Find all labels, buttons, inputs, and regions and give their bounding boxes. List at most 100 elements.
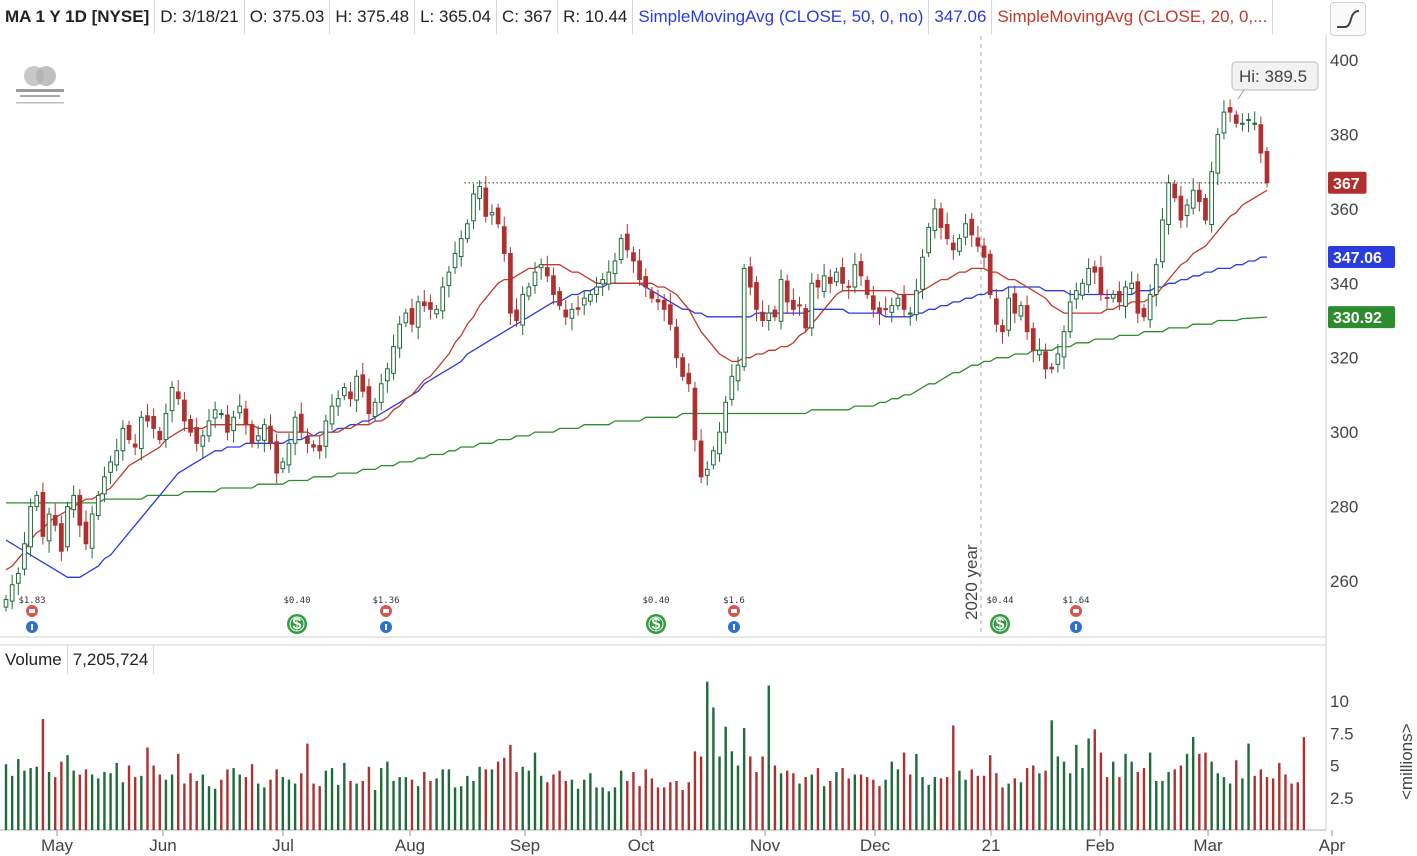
candle <box>1067 289 1073 338</box>
dividend-icon[interactable]: $ <box>990 614 1010 634</box>
volume-bar <box>195 780 198 830</box>
candle <box>3 595 9 612</box>
range-readout: R: 10.44 <box>558 0 634 34</box>
volume-bar <box>1013 778 1016 830</box>
event-marker[interactable]: $1.36 <box>372 596 400 633</box>
dividend-icon[interactable]: $ <box>287 614 307 634</box>
event-marker[interactable]: $0.40 $ <box>283 596 311 634</box>
candle <box>9 574 15 610</box>
volume-bar <box>466 775 469 830</box>
volume-bar <box>1302 737 1306 830</box>
candle <box>544 255 550 283</box>
candle <box>914 278 919 321</box>
volume-bar <box>773 765 777 830</box>
candle <box>366 378 372 424</box>
volume-bar <box>109 773 112 830</box>
volume-bar <box>373 790 377 830</box>
volume-value: 7,205,724 <box>68 646 155 674</box>
candle <box>212 401 218 429</box>
event-marker[interactable]: $1.6 <box>723 596 745 633</box>
candle <box>1037 338 1042 362</box>
volume-bar <box>478 766 481 830</box>
candle <box>889 297 895 323</box>
volume-bar <box>656 787 660 830</box>
price-tick-label: 360 <box>1330 200 1358 219</box>
open-readout: O: 375.03 <box>245 0 331 34</box>
volume-bar <box>250 764 254 830</box>
volume-bar <box>238 774 241 830</box>
candle <box>268 414 273 450</box>
candle <box>323 414 329 459</box>
high-callout: Hi: 389.5 <box>1231 61 1319 100</box>
earnings-icon[interactable] <box>26 605 38 617</box>
symbol-label[interactable]: MA 1 Y 1D [NYSE] <box>0 0 156 34</box>
volume-bar <box>1161 780 1164 830</box>
candle <box>305 428 310 454</box>
earnings-icon[interactable] <box>380 605 392 617</box>
candle <box>606 260 612 291</box>
volume-bar <box>170 774 174 830</box>
info-icon[interactable] <box>1070 621 1082 633</box>
volume-bar <box>1118 777 1121 830</box>
candle <box>145 403 150 428</box>
volume-bar <box>318 786 321 830</box>
earnings-icon[interactable] <box>728 605 740 617</box>
chart-style-button[interactable] <box>1330 2 1366 36</box>
volume-bar <box>1198 753 1201 830</box>
candle <box>594 276 599 303</box>
candle <box>274 433 279 484</box>
info-icon[interactable] <box>380 621 392 633</box>
candle <box>1049 362 1055 374</box>
volume-bar <box>859 774 863 830</box>
volume-bar <box>380 768 383 830</box>
volume-label[interactable]: Volume <box>0 646 68 674</box>
info-icon[interactable] <box>26 621 38 633</box>
candle <box>778 269 784 330</box>
candle <box>901 285 907 318</box>
event-marker[interactable]: $0.44 $ <box>986 596 1014 634</box>
volume-bar <box>675 780 678 830</box>
sma200-badge: 330.92 <box>1328 306 1395 329</box>
volume-bar <box>410 779 414 830</box>
volume-bar <box>207 786 211 830</box>
volume-bar <box>84 769 88 830</box>
month-label: Jul <box>272 836 294 855</box>
price-tick-label: 380 <box>1330 125 1358 144</box>
candle <box>520 286 526 336</box>
volume-bar <box>1278 762 1281 830</box>
volume-bar <box>607 791 611 830</box>
candle <box>631 246 636 273</box>
volume-bar <box>496 761 500 830</box>
candle <box>649 287 655 303</box>
sma50-study-label[interactable]: SimpleMovingAvg (CLOSE, 50, 0, no) <box>633 0 930 34</box>
volume-bar <box>293 783 297 830</box>
event-marker[interactable]: $0.40 $ <box>642 596 670 634</box>
candle <box>508 247 513 325</box>
earnings-icon[interactable] <box>1070 605 1082 617</box>
volume-bar <box>933 777 937 830</box>
sma20-study-label[interactable]: SimpleMovingAvg (CLOSE, 20, 0,... <box>992 0 1274 34</box>
event-marker[interactable]: $1.83 <box>18 596 46 633</box>
volume-bar <box>829 780 832 830</box>
candle <box>1123 280 1128 319</box>
volume-bar <box>712 707 715 830</box>
candle <box>569 303 575 331</box>
volume-bar <box>1130 761 1133 830</box>
volume-bar <box>177 753 180 830</box>
candle <box>698 429 704 484</box>
volume-bar <box>41 719 45 830</box>
candle <box>655 289 661 311</box>
event-marker[interactable]: $1.64 <box>1062 596 1090 633</box>
volume-bar <box>804 777 807 830</box>
candle <box>71 485 77 518</box>
candle <box>1018 301 1024 321</box>
volume-bar <box>1019 782 1023 830</box>
dividend-icon[interactable]: $ <box>646 614 666 634</box>
volume-bar <box>626 780 629 830</box>
candle <box>1006 286 1011 337</box>
candle <box>846 279 852 299</box>
info-icon[interactable] <box>728 621 740 633</box>
volume-bar <box>1056 756 1060 830</box>
